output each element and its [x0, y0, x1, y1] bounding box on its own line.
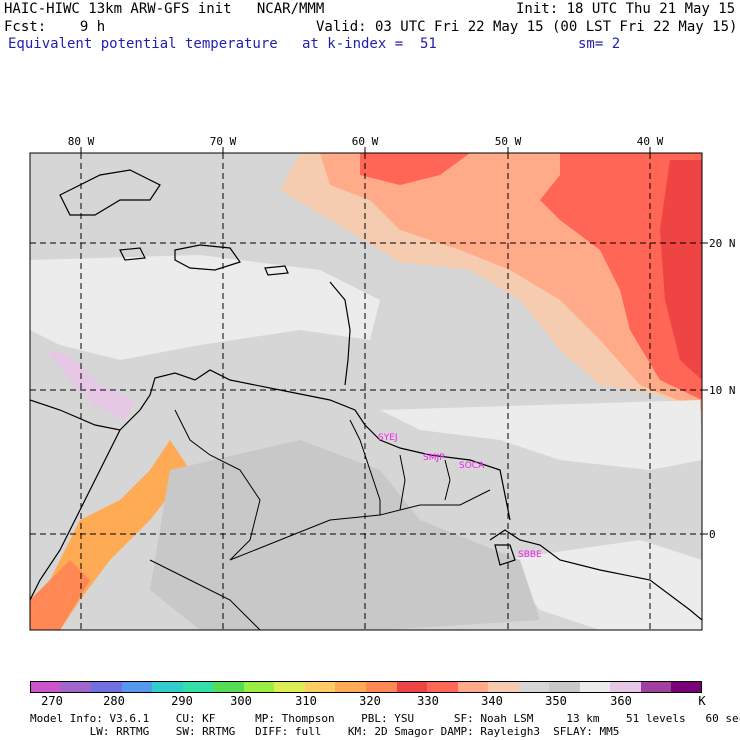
legend-swatch-340: [457, 681, 489, 693]
legend-label-290: 290: [171, 694, 193, 708]
borders: [149, 409, 491, 630]
field-325-coast: [30, 560, 90, 630]
coastlines: [30, 169, 702, 621]
level-index: at k-index = 51: [302, 36, 437, 52]
south-america-pacific: [30, 429, 121, 601]
legend-label-360: 360: [610, 694, 632, 708]
legend-unit: K: [698, 694, 706, 708]
run-title: HAIC-HIWC 13km ARW-GFS init NCAR/MMM: [4, 1, 325, 17]
legend-swatch-320: [335, 681, 367, 693]
lat-label-10n: 10 N: [709, 384, 736, 397]
station-syej: SYEJ: [378, 433, 398, 443]
theta-e-field: [30, 153, 702, 630]
station-sbbe: SBBE: [518, 550, 542, 560]
border-guyana-suriname: [399, 454, 406, 511]
lon-label-80w: 80 W: [68, 135, 95, 148]
field-325-core: [660, 160, 702, 380]
field-355-land: [150, 440, 540, 630]
lat-label-20n: 20 N: [709, 237, 736, 250]
border-brazil-north: [229, 489, 491, 561]
physics-info: LW: RRTMG SW: RRTMG DIFF: full KM: 2D Sm…: [30, 725, 620, 738]
legend-swatch-365: [610, 681, 642, 693]
legend-swatch-275: [60, 681, 92, 693]
legend-swatch-335: [427, 681, 459, 693]
graticule: [30, 153, 702, 630]
central-america-coast: [30, 369, 511, 521]
field-360-atlantic: [380, 400, 702, 470]
field-360-band: [30, 255, 380, 360]
legend-swatch-360: [579, 681, 611, 693]
legend-label-330: 330: [417, 694, 439, 708]
map-frame: [29, 152, 703, 631]
border-colombia-venezuela: [174, 409, 261, 561]
hispaniola-coast: [174, 244, 241, 271]
lon-label-40w: 40 W: [637, 135, 664, 148]
border-suriname-fguiana: [444, 459, 451, 501]
legend-swatch-315: [304, 681, 336, 693]
legend-swatch-290: [152, 681, 184, 693]
legend-label-310: 310: [295, 694, 317, 708]
amazon-delta: [489, 529, 702, 621]
legend-swatch-330: [396, 681, 428, 693]
station-soca: SOCA: [459, 461, 485, 471]
legend-swatch-345: [488, 681, 520, 693]
field-330-east: [540, 153, 702, 400]
puerto-rico-coast: [264, 265, 289, 276]
lesser-antilles: [329, 281, 351, 386]
legend-swatch-375: [671, 681, 703, 693]
legend-swatch-310: [274, 681, 306, 693]
legend-swatch-355: [549, 681, 581, 693]
legend-swatch-350: [518, 681, 550, 693]
legend-label-300: 300: [230, 694, 252, 708]
border-peru-brazil: [149, 559, 261, 630]
field-330-north: [360, 153, 470, 185]
legend-swatch-280: [91, 681, 123, 693]
station-smjp: SMJP: [423, 453, 445, 463]
legend-swatch-295: [182, 681, 214, 693]
legend-swatch-285: [121, 681, 153, 693]
lon-label-50w: 50 W: [495, 135, 522, 148]
lon-label-70w: 70 W: [210, 135, 237, 148]
legend-label-350: 350: [545, 694, 567, 708]
init-time: Init: 18 UTC Thu 21 May 15: [516, 1, 736, 17]
legend-swatch-300: [213, 681, 245, 693]
legend-label-280: 280: [103, 694, 125, 708]
legend-swatch-270: [30, 681, 62, 693]
forecast-hour: Fcst: 9 h: [4, 19, 106, 35]
legend-swatch-305: [243, 681, 275, 693]
marajo-island: [494, 544, 516, 566]
valid-time: Valid: 03 UTC Fri 22 May 15 (00 LST Fri …: [316, 19, 738, 35]
field-365-panama: [45, 350, 135, 420]
lon-label-60w: 60 W: [352, 135, 379, 148]
legend-label-320: 320: [359, 694, 381, 708]
smoothing: sm= 2: [578, 36, 621, 52]
border-venezuela-guyana: [349, 419, 381, 515]
legend-label-340: 340: [481, 694, 503, 708]
legend-swatch-325: [366, 681, 398, 693]
top-ticks: [80, 147, 708, 535]
field-360-south: [500, 540, 702, 630]
cuba-coast: [59, 169, 161, 216]
legend-swatch-370: [640, 681, 672, 693]
model-info: Model Info: V3.6.1 CU: KF MP: Thompson P…: [30, 712, 740, 725]
legend-label-270: 270: [41, 694, 63, 708]
jamaica-coast: [119, 247, 146, 261]
lat-label-0: 0: [709, 528, 716, 541]
field-name: Equivalent potential temperature: [8, 36, 278, 52]
legend-frame: [30, 681, 702, 693]
